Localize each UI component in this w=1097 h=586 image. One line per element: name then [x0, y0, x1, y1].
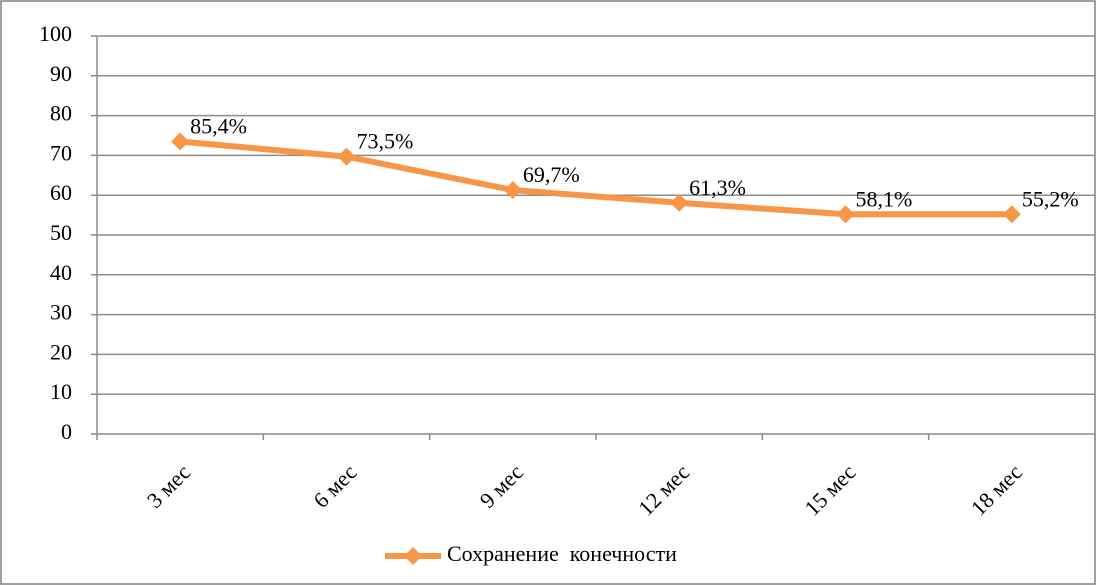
point-marker	[670, 193, 689, 212]
legend-label: Сохранение конечности	[447, 541, 677, 566]
point-marker	[503, 181, 522, 200]
y-tick-label: 20	[50, 339, 72, 364]
point-marker	[836, 205, 855, 224]
legend-marker	[404, 547, 422, 565]
annotation: 73,5%	[357, 129, 414, 154]
annotation: 69,7%	[523, 162, 580, 187]
y-tick-label: 30	[50, 300, 72, 325]
annotation: 61,3%	[689, 175, 746, 200]
annotation: 58,1%	[856, 186, 913, 211]
y-tick-label: 100	[39, 21, 72, 46]
point-marker	[1002, 205, 1021, 224]
point-marker	[171, 132, 190, 151]
y-tick-label: 10	[50, 379, 72, 404]
y-tick-label: 50	[50, 220, 72, 245]
y-tick-label: 70	[50, 140, 72, 165]
y-tick-label: 80	[50, 101, 72, 126]
annotation: 85,4%	[190, 114, 247, 139]
y-tick-label: 0	[61, 419, 72, 444]
annotation: 55,2%	[1022, 186, 1079, 211]
y-tick-label: 40	[50, 260, 72, 285]
y-tick-label: 60	[50, 180, 72, 205]
series-line	[179, 138, 1012, 218]
point-marker	[337, 147, 356, 166]
y-tick-label: 90	[50, 61, 72, 86]
